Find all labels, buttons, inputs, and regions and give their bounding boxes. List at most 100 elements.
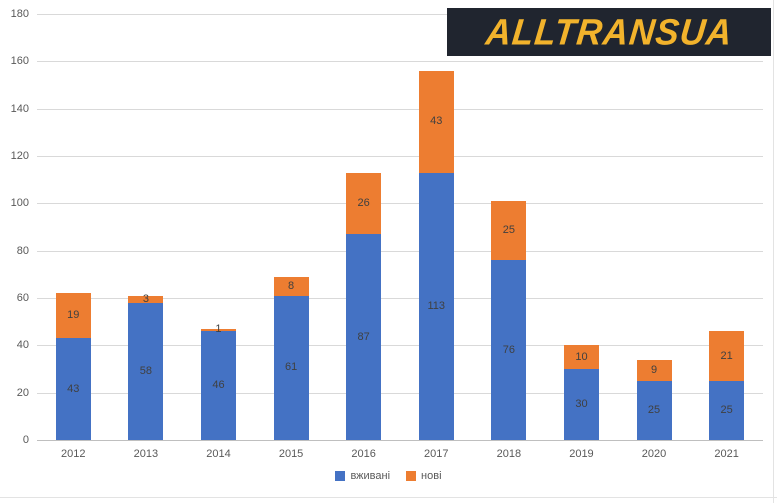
- legend-item-used[interactable]: вживані: [335, 470, 390, 482]
- y-tick-label: 20: [16, 386, 29, 399]
- data-label: 10: [575, 350, 588, 363]
- data-label: 9: [650, 363, 658, 376]
- bar-segment-used[interactable]: 76: [491, 260, 527, 440]
- data-label: 25: [647, 403, 661, 416]
- bar-segment-new[interactable]: 19: [55, 293, 91, 339]
- data-label: 26: [357, 196, 370, 209]
- bar-segment-new[interactable]: 43: [418, 70, 454, 173]
- data-label: 46: [212, 379, 225, 392]
- data-label: 1: [215, 323, 222, 336]
- bar-segment-new[interactable]: 8: [273, 276, 309, 296]
- bar-stack: 113 43: [418, 70, 454, 440]
- bar-stack: 58 3: [128, 292, 164, 440]
- gridline: [37, 14, 763, 15]
- x-axis-line: [37, 440, 763, 441]
- data-label: 21: [720, 349, 733, 362]
- bar-segment-used[interactable]: 58: [128, 302, 164, 440]
- bar-column-2021: 25 21 2021: [690, 14, 763, 460]
- bar-stack: 61 8: [273, 276, 309, 440]
- bar-stack: 46 1: [200, 324, 236, 440]
- x-tick-label: 2015: [278, 448, 304, 460]
- data-label: 113: [427, 299, 446, 312]
- y-tick-label: 0: [22, 434, 29, 446]
- bar-column-2012: 43 19 2012: [37, 14, 110, 460]
- data-label: 3: [142, 292, 149, 305]
- legend-swatch: [406, 471, 417, 481]
- bar-segment-used[interactable]: 25: [709, 380, 745, 440]
- gridline: [37, 108, 763, 110]
- bar-stack: 30 10: [563, 345, 599, 440]
- bar-stack: 43 19: [55, 293, 91, 440]
- bar-stack: 25 9: [636, 359, 672, 440]
- bar-segment-new[interactable]: 10: [563, 345, 599, 369]
- bar-column-2017: 113 43 2017: [400, 14, 473, 460]
- y-tick-label: 140: [10, 102, 29, 115]
- x-tick-label: 2016: [351, 448, 376, 460]
- y-tick-label: 100: [10, 197, 29, 210]
- legend-item-new[interactable]: нові: [406, 470, 442, 482]
- legend-swatch: [335, 471, 346, 481]
- bar-stack: 25 21: [709, 331, 745, 440]
- gridline: [37, 61, 763, 63]
- bar-segment-new[interactable]: 9: [636, 359, 672, 381]
- gridline: [37, 392, 763, 394]
- x-tick-label: 2021: [714, 448, 739, 460]
- chart-border-bottom: [0, 497, 777, 498]
- gridline: [37, 345, 763, 347]
- legend: вживані нові: [0, 470, 777, 482]
- legend-label: вживані: [350, 470, 391, 482]
- x-tick-label: 2017: [424, 448, 449, 460]
- plot-area: 0 20 40 60 80 100 120 140 160 180 43 19 2012 58 3 2013…: [11, 8, 763, 460]
- x-tick-label: 2020: [641, 448, 667, 460]
- bar-column-2013: 58 3 2013: [110, 14, 183, 460]
- data-label: 30: [575, 398, 588, 410]
- bar-column-2019: 30 10 2019: [545, 14, 618, 460]
- bar-segment-used[interactable]: 87: [346, 234, 382, 440]
- bar-segment-used[interactable]: 30: [563, 369, 599, 440]
- x-tick-label: 2012: [61, 448, 86, 460]
- bar-stack: 76 25: [491, 200, 527, 440]
- y-tick-label: 80: [16, 244, 29, 257]
- data-label: 43: [430, 115, 443, 128]
- bar-segment-used[interactable]: 46: [200, 331, 236, 440]
- data-label: 76: [502, 343, 515, 356]
- y-tick-label: 180: [10, 8, 29, 20]
- bar-column-2020: 25 9 2020: [618, 14, 691, 460]
- bar-segment-new[interactable]: 26: [346, 172, 382, 235]
- data-label: 61: [284, 361, 298, 374]
- y-tick-label: 160: [10, 55, 29, 68]
- gridline: [37, 203, 763, 205]
- alltransua-logo: ALLTRANSUA: [447, 8, 771, 56]
- chart-border-right: [773, 0, 774, 503]
- gridline: [37, 156, 763, 157]
- bar-segment-used[interactable]: 113: [418, 172, 454, 440]
- bar-segment-new[interactable]: 25: [491, 200, 527, 261]
- data-label: 25: [720, 403, 733, 416]
- y-tick-label: 120: [10, 150, 29, 162]
- bar-segment-new[interactable]: 21: [709, 331, 745, 381]
- y-tick-label: 60: [16, 292, 29, 304]
- data-label: 8: [288, 279, 295, 292]
- data-label: 43: [67, 382, 80, 395]
- data-label: 25: [502, 224, 515, 237]
- bar-column-2014: 46 1 2014: [182, 14, 255, 460]
- bar-segment-new[interactable]: 3: [128, 292, 164, 305]
- bar-segment-used[interactable]: 43: [55, 338, 91, 440]
- logo-text: ALLTRANSUA: [483, 11, 735, 53]
- bar-column-2018: 76 25 2018: [473, 14, 546, 460]
- x-tick-label: 2018: [496, 448, 522, 460]
- x-tick-label: 2019: [569, 448, 594, 460]
- gridline: [37, 298, 763, 299]
- bar-column-2015: 61 8 2015: [255, 14, 328, 460]
- bar-stack: 87 26: [346, 172, 382, 440]
- data-label: 19: [67, 309, 80, 322]
- x-tick-label: 2013: [133, 448, 159, 460]
- bars: 43 19 2012 58 3 2013 46 1 2014 61 8 2015 87 26 2016 113…: [37, 14, 763, 460]
- x-tick-label: 2014: [206, 448, 231, 460]
- bar-segment-new[interactable]: 1: [200, 324, 236, 335]
- y-tick-label: 40: [16, 339, 29, 352]
- bar-column-2016: 87 26 2016: [327, 14, 400, 460]
- bar-segment-used[interactable]: 25: [636, 380, 672, 440]
- bar-segment-used[interactable]: 61: [273, 295, 309, 440]
- data-label: 87: [357, 330, 370, 343]
